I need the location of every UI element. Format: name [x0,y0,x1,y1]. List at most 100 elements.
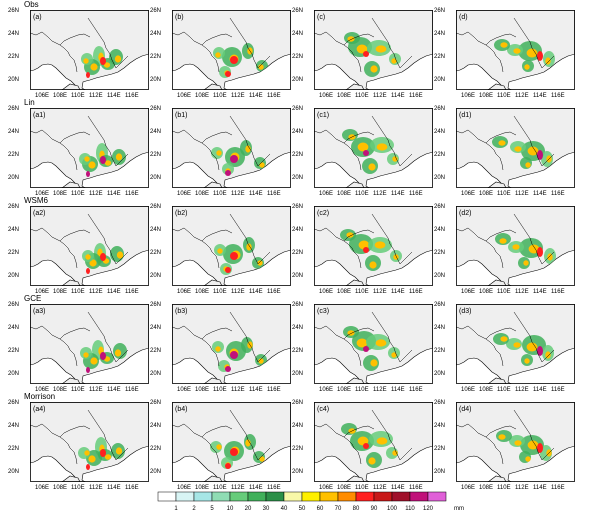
rain-field [81,46,123,78]
rain-cell-heavy [84,156,90,162]
rain-cell-heavy [376,437,388,445]
panel-frame [30,206,149,286]
lat-tick-label: 22N [292,54,304,60]
rain-cell-heavy [526,342,538,352]
map-panel: (c1) [314,108,433,188]
map-svg: (d1) [456,108,575,188]
rain-cell-heavy [104,454,112,460]
rain-cell-heavy [392,450,398,456]
colorbar-swatch [391,491,411,502]
lat-tick-label: 24N [8,325,20,331]
lon-tick-label: 112E [373,289,387,295]
lon-tick-label: 110E [497,485,511,491]
map-svg: (c) [314,10,433,90]
land-area [30,304,149,384]
lat-tick-label: 26N [434,400,446,406]
rain-field [342,129,399,174]
map-svg: (a2) [30,206,149,286]
rain-field [80,340,127,373]
lon-tick-label: 106E [319,387,334,393]
lat-tick-label: 24N [292,31,304,37]
rain-cell-heavy [114,349,122,357]
colorbar-swatch [373,491,393,502]
lon-tick-label: 110E [355,387,369,393]
rain-core [537,247,543,257]
colorbar-level-label: 90 [371,506,378,512]
rain-cell-heavy [88,161,96,169]
lat-tick-label: 22N [8,446,20,452]
panel-frame [456,108,575,188]
map-panel: (d4) [456,402,575,482]
map-svg: (a) [30,10,149,90]
map-panel: (d3) [456,304,575,384]
lat-tick-label: 20N [8,469,20,475]
province-border [172,115,271,171]
lon-tick-label: 116E [551,289,565,295]
rain-core [230,351,238,359]
lon-tick-label: 110E [213,485,227,491]
province-border [456,409,555,465]
lat-tick-label: 20N [150,469,162,475]
rain-cell-heavy [524,64,530,70]
rain-cell-heavy [84,450,90,456]
lon-tick-label: 110E [71,485,85,491]
lat-tick-label: 24N [150,423,162,429]
lon-tick-label: 112E [89,485,103,491]
rain-cell-heavy [83,352,89,358]
rain-cell-heavy [498,140,506,146]
panel-label: (c) [317,14,325,21]
rain-cell-heavy [259,456,265,462]
rain-cell-heavy [85,254,91,260]
lon-tick-label: 112E [231,387,245,393]
province-border [30,311,129,367]
rain-core [363,443,369,449]
lat-tick-label: 22N [292,250,304,256]
map-panel: (c) [314,10,433,90]
lon-tick-label: 116E [409,93,423,99]
rain-core [225,267,231,273]
land-area [30,108,149,188]
lat-tick-label: 22N [150,348,162,354]
rain-field [496,430,552,463]
lon-tick-label: 106E [461,93,476,99]
lon-tick-label: 114E [249,191,263,197]
lon-tick-label: 112E [373,93,387,99]
province-border [30,115,129,171]
colorbar-level-label: 10 [227,506,234,512]
map-panel: (b) [172,10,291,90]
colorbar-level-label: 80 [353,506,360,512]
lon-tick-label: 110E [213,93,227,99]
province-border [456,213,555,269]
hainan-island [203,279,223,286]
lon-tick-label: 114E [533,289,547,295]
rain-cell-heavy [257,260,263,266]
rain-cell-heavy [368,457,376,465]
rain-cell-heavy [525,162,531,168]
rain-field [343,326,400,371]
panel-label: (c4) [317,406,329,413]
lon-tick-label: 108E [337,289,352,295]
lon-tick-label: 108E [479,93,494,99]
hainan-island [487,475,507,482]
lon-tick-label: 108E [53,191,68,197]
map-svg: (a1) [30,108,149,188]
lon-tick-label: 116E [125,289,139,295]
lon-tick-label: 114E [391,191,405,197]
lon-tick-label: 108E [195,93,210,99]
map-panel: (d1) [456,108,575,188]
hainan-island [203,475,223,482]
panel-label: (a) [33,14,42,21]
rain-cell-heavy [525,456,531,462]
panel-label: (b1) [175,112,187,119]
map-panel: (b1) [172,108,291,188]
lon-tick-label: 112E [515,289,529,295]
colorbar-level-label: 100 [387,506,398,512]
province-border [172,213,271,269]
rain-field [211,140,266,176]
rain-cell-heavy [246,243,252,251]
lon-tick-label: 114E [107,485,121,491]
province-border [314,115,413,171]
hainan-island [487,377,507,384]
lon-tick-label: 116E [551,93,565,99]
rain-cell-heavy [89,259,97,267]
